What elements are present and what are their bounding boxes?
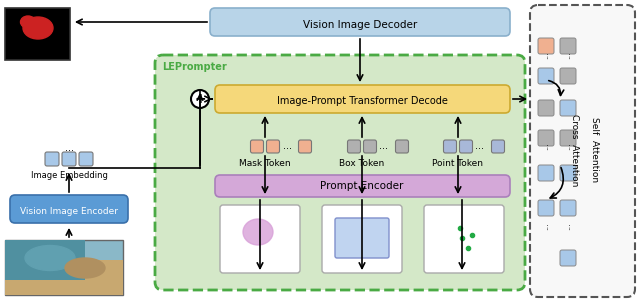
- Bar: [5, 260, 123, 295]
- FancyBboxPatch shape: [266, 140, 280, 153]
- FancyBboxPatch shape: [322, 205, 402, 273]
- Text: ...: ...: [541, 222, 550, 230]
- Text: ...: ...: [282, 141, 291, 151]
- Ellipse shape: [25, 246, 75, 271]
- Text: ...: ...: [563, 51, 573, 59]
- Ellipse shape: [23, 17, 53, 39]
- FancyBboxPatch shape: [538, 200, 554, 216]
- FancyBboxPatch shape: [364, 140, 376, 153]
- Text: ...: ...: [476, 141, 484, 151]
- FancyBboxPatch shape: [45, 152, 59, 166]
- Text: Vision Image Decoder: Vision Image Decoder: [303, 20, 417, 30]
- Text: +: +: [194, 92, 206, 106]
- FancyBboxPatch shape: [215, 175, 510, 197]
- Ellipse shape: [243, 219, 273, 245]
- Text: ...: ...: [563, 222, 573, 230]
- Text: Self  Attention: Self Attention: [591, 117, 600, 183]
- Text: ...: ...: [380, 141, 388, 151]
- FancyBboxPatch shape: [560, 38, 576, 54]
- Text: Point Token: Point Token: [433, 159, 483, 168]
- FancyBboxPatch shape: [10, 195, 128, 223]
- FancyBboxPatch shape: [560, 130, 576, 146]
- FancyBboxPatch shape: [560, 68, 576, 84]
- Text: Mask Token: Mask Token: [239, 159, 291, 168]
- Ellipse shape: [65, 258, 105, 278]
- FancyBboxPatch shape: [530, 5, 635, 297]
- FancyBboxPatch shape: [538, 38, 554, 54]
- Bar: [5, 8, 70, 60]
- Ellipse shape: [20, 16, 35, 28]
- Text: Cross  Attention: Cross Attention: [570, 114, 579, 186]
- FancyBboxPatch shape: [335, 218, 389, 258]
- Bar: [5, 240, 85, 280]
- Text: Image Embedding: Image Embedding: [31, 171, 108, 179]
- FancyBboxPatch shape: [250, 140, 264, 153]
- FancyBboxPatch shape: [62, 152, 76, 166]
- Text: Image-Prompt Transformer Decode: Image-Prompt Transformer Decode: [276, 96, 447, 106]
- FancyBboxPatch shape: [348, 140, 360, 153]
- Text: ...: ...: [563, 142, 573, 150]
- FancyBboxPatch shape: [460, 140, 472, 153]
- FancyBboxPatch shape: [538, 130, 554, 146]
- FancyBboxPatch shape: [560, 100, 576, 116]
- FancyBboxPatch shape: [560, 165, 576, 181]
- FancyBboxPatch shape: [220, 205, 300, 273]
- FancyBboxPatch shape: [560, 200, 576, 216]
- FancyBboxPatch shape: [538, 100, 554, 116]
- FancyBboxPatch shape: [396, 140, 408, 153]
- Text: ...: ...: [541, 51, 550, 59]
- Circle shape: [191, 90, 209, 108]
- FancyBboxPatch shape: [538, 68, 554, 84]
- FancyBboxPatch shape: [298, 140, 312, 153]
- FancyBboxPatch shape: [215, 85, 510, 113]
- Text: Prompt Encoder: Prompt Encoder: [320, 181, 404, 191]
- Text: Vision Image Encoder: Vision Image Encoder: [20, 207, 118, 216]
- Text: ...: ...: [541, 142, 550, 150]
- FancyBboxPatch shape: [210, 8, 510, 36]
- FancyBboxPatch shape: [538, 165, 554, 181]
- FancyBboxPatch shape: [560, 250, 576, 266]
- FancyBboxPatch shape: [155, 55, 525, 290]
- Text: Box Token: Box Token: [339, 159, 385, 168]
- FancyBboxPatch shape: [444, 140, 456, 153]
- Text: LEPrompter: LEPrompter: [162, 62, 227, 72]
- FancyBboxPatch shape: [424, 205, 504, 273]
- FancyBboxPatch shape: [79, 152, 93, 166]
- FancyBboxPatch shape: [492, 140, 504, 153]
- Text: ...: ...: [65, 143, 74, 153]
- Bar: [5, 240, 123, 295]
